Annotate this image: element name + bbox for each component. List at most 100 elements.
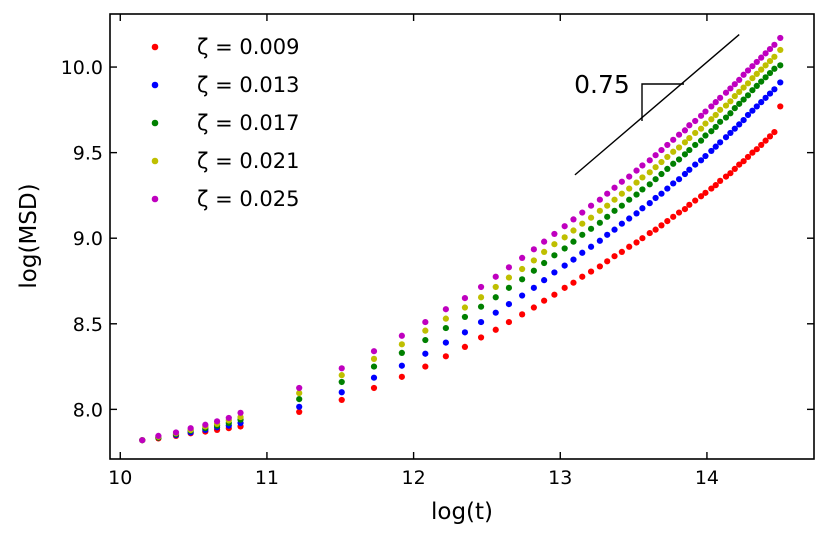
x-tick-label: 13	[548, 467, 572, 489]
data-point	[604, 231, 611, 238]
plot-frame	[109, 13, 815, 460]
data-point	[702, 108, 709, 115]
data-point	[762, 50, 769, 57]
data-point	[398, 349, 405, 356]
data-point	[541, 277, 548, 284]
data-point	[579, 231, 586, 238]
data-point	[708, 185, 715, 192]
data-point	[777, 46, 784, 54]
data-point	[561, 262, 568, 269]
data-point	[727, 85, 734, 92]
data-point	[758, 66, 765, 73]
legend-label: ζ = 0.017	[197, 111, 300, 135]
data-point	[633, 191, 640, 198]
data-point	[505, 284, 513, 291]
data-point	[731, 125, 738, 132]
data-point	[442, 324, 449, 332]
data-point	[237, 409, 244, 416]
data-point	[766, 69, 774, 77]
data-point	[530, 267, 537, 274]
data-point	[139, 437, 146, 444]
y-tick-label: 9.0	[73, 228, 103, 250]
data-point	[686, 122, 693, 129]
y-tick-label: 8.0	[73, 399, 103, 421]
data-point	[398, 341, 405, 348]
data-point	[681, 170, 689, 178]
data-point	[697, 137, 705, 144]
data-point	[664, 185, 671, 192]
data-point	[587, 268, 595, 275]
data-point	[740, 158, 747, 165]
data-point	[731, 81, 738, 88]
data-point	[692, 161, 699, 168]
data-point	[611, 207, 618, 214]
data-point	[296, 403, 303, 410]
data-point	[731, 165, 738, 172]
data-point	[611, 253, 618, 260]
data-point	[477, 303, 485, 310]
data-point	[766, 45, 774, 53]
legend-marker	[151, 81, 159, 89]
data-point	[758, 141, 765, 149]
data-point	[492, 309, 499, 316]
data-point	[681, 139, 689, 146]
data-point	[551, 252, 558, 259]
data-point	[646, 157, 653, 164]
data-point	[731, 93, 738, 100]
data-point	[398, 332, 405, 339]
data-point	[681, 151, 689, 158]
data-point	[505, 318, 513, 326]
data-point	[758, 99, 765, 106]
slope-annotation: 0.75	[574, 34, 740, 176]
data-point	[658, 190, 665, 197]
data-point	[442, 353, 449, 360]
data-point	[681, 127, 689, 134]
data-point	[639, 235, 646, 242]
data-point	[187, 425, 194, 432]
data-point	[530, 304, 537, 311]
data-point	[541, 248, 548, 256]
data-point	[530, 284, 537, 291]
data-point	[708, 103, 715, 110]
y-tick-label: 9.5	[73, 143, 103, 165]
series-group	[139, 62, 784, 444]
data-point	[492, 294, 499, 301]
data-point	[740, 96, 747, 103]
data-point	[519, 254, 526, 261]
data-point	[461, 304, 469, 311]
data-point	[477, 283, 485, 291]
data-point	[477, 294, 485, 301]
data-point	[596, 196, 603, 203]
legend: ζ = 0.009 ζ = 0.013 ζ = 0.017 ζ = 0.021 ζ = …	[151, 35, 300, 211]
data-point	[753, 82, 760, 89]
data-point	[777, 103, 784, 110]
data-point	[296, 390, 303, 397]
data-point	[422, 363, 429, 370]
data-point	[675, 131, 683, 138]
data-point	[664, 141, 671, 149]
data-point	[551, 269, 558, 276]
data-point	[740, 71, 747, 78]
data-point	[422, 318, 429, 326]
data-point	[727, 170, 734, 177]
data-point	[202, 421, 209, 428]
axis-tick-labels: 10 11 12 13 14 8.0 8.5 9.0 9.5 10.0	[61, 57, 719, 489]
data-point	[587, 243, 595, 250]
data-point	[664, 217, 671, 225]
data-point	[587, 225, 595, 232]
data-point	[338, 378, 345, 386]
data-point	[370, 384, 378, 392]
slope-reference-line	[574, 34, 740, 176]
data-point	[626, 243, 633, 250]
data-point	[596, 219, 603, 226]
y-axis-label: log(MSD)	[16, 183, 42, 288]
data-point	[758, 78, 765, 85]
data-point	[639, 205, 646, 212]
data-point	[753, 103, 760, 110]
data-point	[338, 372, 345, 379]
data-point	[762, 137, 769, 144]
data-point	[722, 102, 730, 109]
data-point	[717, 94, 724, 101]
data-point	[579, 209, 586, 216]
data-point	[604, 190, 611, 197]
